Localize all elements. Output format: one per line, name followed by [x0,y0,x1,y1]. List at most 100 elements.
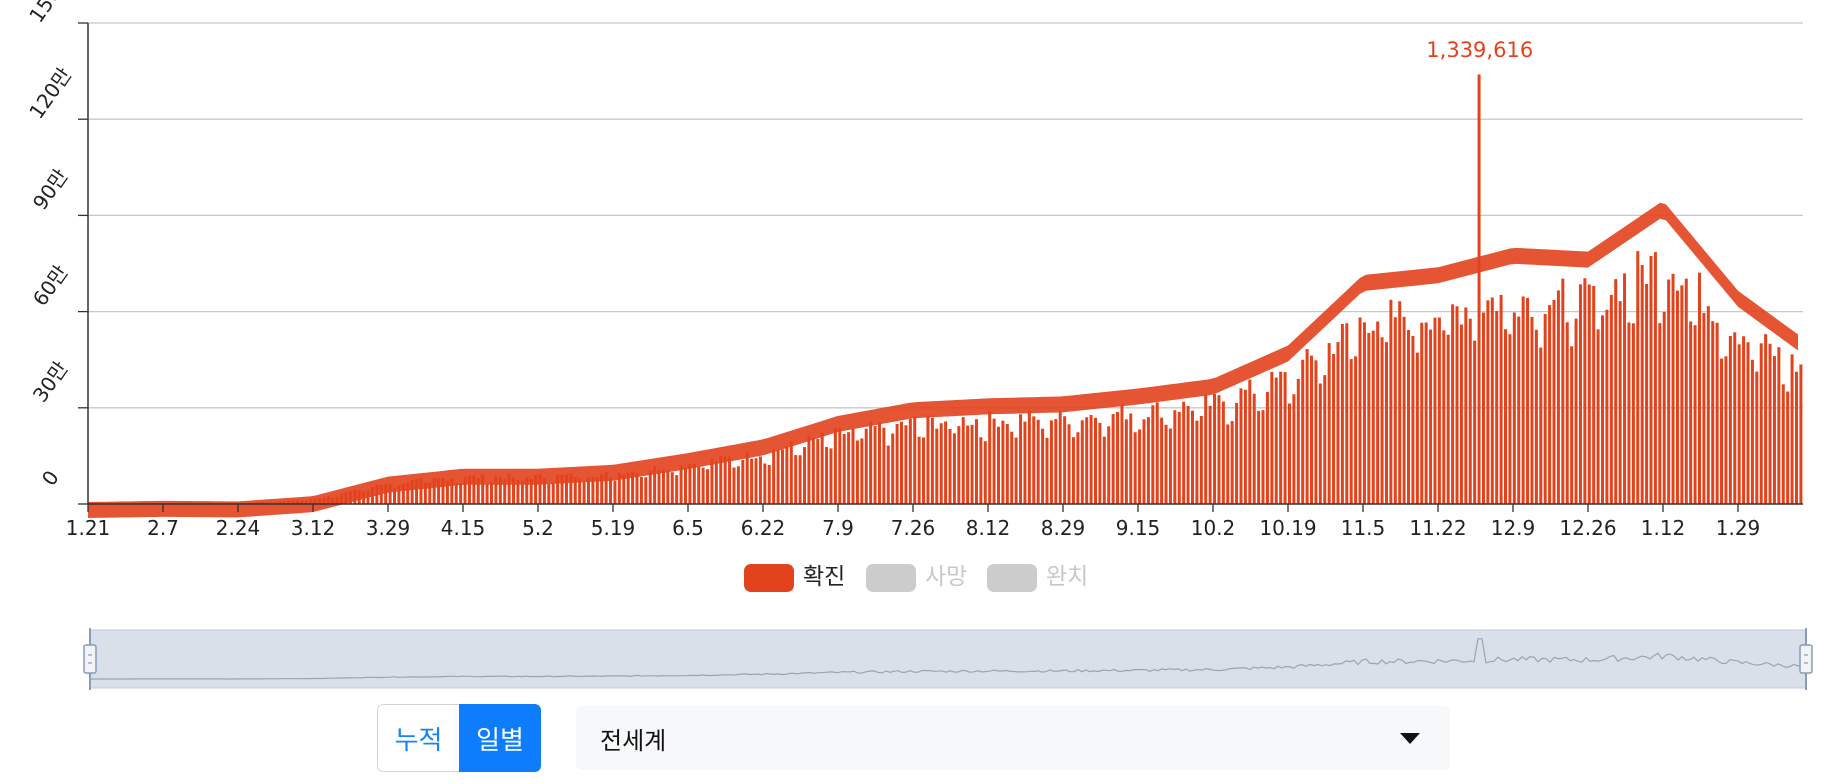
bar [476,478,480,504]
bar [1596,329,1600,504]
bar [825,446,829,504]
bar [776,449,780,504]
bar [1362,322,1366,504]
x-tick-label: 11.5 [1341,516,1386,540]
bar [467,475,471,504]
bar [780,449,784,504]
bar [1120,405,1124,504]
bar [798,455,802,504]
bar [441,478,445,504]
legend-item-3[interactable]: 완치 [987,564,1088,592]
bar [1689,321,1693,504]
bar [653,466,657,504]
bar [1671,273,1675,504]
bar [1653,252,1657,504]
bar [1235,402,1239,504]
bar [851,428,855,504]
bar [432,478,436,504]
bar [512,476,516,504]
bar [586,477,590,504]
bar [1230,421,1234,504]
legend-swatch [987,564,1037,592]
navigator-selection[interactable] [89,629,1807,689]
bar [459,483,463,504]
bar [507,474,511,504]
bar [1323,375,1327,504]
bar [1636,251,1640,504]
bar [1336,342,1340,504]
bar [564,474,568,504]
bar [388,484,392,504]
bar [520,481,524,504]
legend-item-2[interactable]: 사망 [866,564,967,592]
y-tick-label: 150만 [24,0,76,27]
bar [384,484,388,504]
bar [1389,299,1393,504]
legend-item-1[interactable]: 확진 [744,564,845,592]
bar [1133,432,1137,504]
bar [609,477,613,504]
bar [1080,420,1084,504]
x-tick-label: 10.2 [1191,516,1236,540]
navigator-left-handle[interactable] [83,644,97,674]
range-navigator[interactable] [83,628,1813,690]
bar [714,461,718,504]
bar [1662,311,1666,504]
bar [1499,294,1503,504]
bar [1799,364,1803,504]
bar [1182,401,1186,504]
bar [1239,388,1243,504]
bar [900,421,904,504]
bar [1777,347,1781,504]
bar [1195,420,1199,504]
bar [1790,354,1794,504]
bar [1645,283,1649,504]
region-select[interactable]: 전세계 [576,706,1450,770]
bar [1601,315,1605,504]
bar [917,436,921,504]
bar [1049,420,1053,504]
bar [1089,414,1093,504]
bar [578,478,582,504]
bar [1649,255,1653,504]
bar [1071,437,1075,504]
bar [591,476,595,504]
bar [1085,417,1089,504]
bar [1142,419,1146,504]
x-tick-label: 12.9 [1491,516,1536,540]
bar [1464,307,1468,504]
bar [666,470,670,504]
navigator-right-handle[interactable] [1799,644,1813,674]
bar [1477,74,1481,505]
daily-button[interactable]: 일별 [459,704,541,772]
bar [926,415,930,504]
bar [864,428,868,504]
bar [1578,284,1582,504]
bar [595,477,599,504]
cumulative-button[interactable]: 누적 [377,704,459,772]
bar [1424,322,1428,504]
bar [463,477,467,504]
bar [1054,419,1058,504]
bar [1151,405,1155,504]
bar [961,417,965,504]
bar [1614,279,1618,504]
bar [1684,278,1688,504]
bar [379,485,383,504]
bar [498,477,502,504]
bar [820,432,824,504]
bar [1627,322,1631,504]
bar [891,433,895,504]
region-select-value: 전세계 [600,726,667,755]
bar [794,455,798,504]
bar [1314,360,1318,504]
bar [944,421,948,504]
bar [860,438,864,504]
legend: 확진 사망 완치 [744,564,1088,592]
bar [1623,273,1627,504]
bar [728,456,732,504]
bar [838,427,842,504]
bar [1534,329,1538,504]
bar [1781,384,1785,504]
bar [1407,329,1411,504]
